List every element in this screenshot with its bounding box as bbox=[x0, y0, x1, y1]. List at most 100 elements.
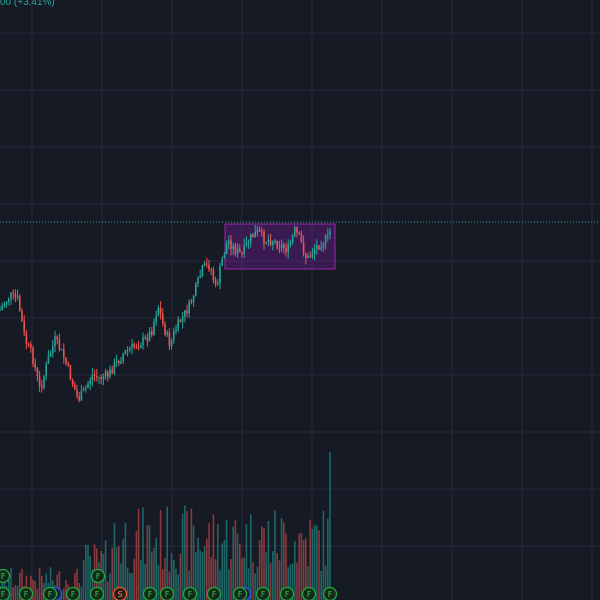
candle-body bbox=[0, 309, 1, 311]
candle-body bbox=[12, 292, 14, 294]
volume-bar bbox=[283, 522, 285, 600]
volume-bar bbox=[258, 540, 261, 600]
event-badges: FFFFDFFFSFFFFDFFFFF bbox=[0, 568, 338, 600]
candle-body bbox=[122, 354, 124, 362]
volume-bar bbox=[188, 570, 190, 600]
volume-bar bbox=[140, 560, 142, 600]
candle-body bbox=[322, 243, 325, 248]
volume-bar bbox=[186, 511, 188, 600]
candle-body bbox=[166, 332, 168, 335]
volume-bar bbox=[234, 519, 237, 600]
candle-body bbox=[82, 388, 85, 391]
volume-bar bbox=[173, 559, 175, 600]
event-badge-earnings-icon[interactable]: F bbox=[0, 586, 11, 600]
volume-bar bbox=[16, 586, 19, 600]
event-badge-earnings-icon[interactable]: F bbox=[279, 586, 295, 600]
candle-body bbox=[21, 310, 23, 322]
event-badge-earnings-icon[interactable]: F bbox=[18, 586, 34, 600]
volume-bar bbox=[243, 557, 245, 600]
event-badge-split-icon[interactable]: S bbox=[112, 586, 128, 600]
volume-bar bbox=[144, 563, 146, 600]
event-badge-earnings-icon[interactable]: F bbox=[255, 586, 271, 600]
candle-body bbox=[239, 248, 241, 252]
candle-body bbox=[111, 369, 113, 374]
volume-bar bbox=[212, 514, 215, 600]
event-badge-earnings-icon[interactable]: F bbox=[65, 586, 81, 600]
candle-body bbox=[236, 248, 239, 254]
event-badge-earnings-icon[interactable]: F bbox=[182, 586, 198, 600]
volume-bar bbox=[168, 571, 171, 600]
candle-body bbox=[63, 349, 65, 358]
volume-bar bbox=[1, 570, 3, 600]
candle-body bbox=[210, 269, 212, 271]
candle-body bbox=[232, 245, 234, 249]
event-badge-earnings-icon[interactable]: F bbox=[42, 586, 58, 600]
volume-bar bbox=[232, 526, 234, 600]
volume-bar bbox=[115, 547, 118, 600]
candle-body bbox=[98, 377, 100, 379]
event-badge-earnings-icon[interactable]: F bbox=[142, 586, 158, 600]
event-badge-earnings-icon[interactable]: F bbox=[301, 586, 317, 600]
event-badge-letter: F bbox=[148, 590, 153, 599]
volume-bar bbox=[195, 552, 197, 600]
candle-body bbox=[93, 374, 96, 376]
event-badge-earnings-icon[interactable]: F bbox=[0, 568, 11, 584]
candle-body bbox=[269, 240, 272, 245]
event-badge-letter: S bbox=[117, 590, 122, 599]
volume-bar bbox=[63, 588, 65, 600]
volume-bar bbox=[252, 562, 254, 600]
volume-bar bbox=[267, 521, 270, 600]
event-badge-letter: F bbox=[48, 590, 53, 599]
candle-body bbox=[87, 383, 89, 388]
candle-body bbox=[8, 298, 10, 302]
candle-body bbox=[135, 346, 138, 348]
candle-body bbox=[104, 371, 107, 377]
candle-body bbox=[16, 296, 19, 298]
candle-body bbox=[195, 283, 197, 296]
volume-bar bbox=[291, 563, 294, 600]
volume-bar bbox=[14, 584, 17, 600]
event-badge-earnings-icon[interactable]: F bbox=[90, 568, 106, 584]
event-badge-earnings-icon[interactable]: F bbox=[206, 586, 222, 600]
candle-body bbox=[49, 353, 52, 357]
candle-body bbox=[142, 337, 144, 346]
candle-body bbox=[186, 310, 188, 314]
candle-body bbox=[197, 277, 199, 284]
volume-bar bbox=[236, 533, 239, 600]
candle-body bbox=[23, 321, 25, 333]
volume-bar bbox=[148, 525, 151, 600]
candle-body bbox=[120, 361, 122, 364]
candle-body bbox=[65, 357, 67, 364]
candle-body bbox=[129, 348, 131, 351]
volume-bar bbox=[206, 538, 208, 600]
volume-bar bbox=[247, 568, 250, 600]
event-badge-letter: F bbox=[1, 572, 6, 581]
event-badge-earnings-icon[interactable]: F bbox=[159, 586, 175, 600]
volume-bar bbox=[3, 572, 6, 600]
volume-bar bbox=[327, 518, 329, 600]
event-badge-earnings-icon[interactable]: F bbox=[322, 586, 338, 600]
candle-body bbox=[327, 234, 329, 236]
volume-bar bbox=[287, 566, 289, 600]
candle-body bbox=[192, 295, 195, 303]
event-badge-earnings-icon[interactable]: F bbox=[89, 586, 105, 600]
volume-bar bbox=[170, 553, 173, 600]
candle-body bbox=[124, 350, 127, 355]
volume-bar bbox=[311, 528, 314, 600]
event-badge-letter: F bbox=[165, 590, 170, 599]
volume-bar bbox=[184, 505, 186, 600]
candle-body bbox=[219, 266, 221, 284]
candle-body bbox=[173, 331, 175, 340]
candle-body bbox=[212, 269, 215, 281]
event-badge-earnings-icon[interactable]: F bbox=[232, 586, 248, 600]
candle-body bbox=[256, 229, 259, 233]
volume-bar bbox=[111, 547, 113, 600]
candle-body bbox=[74, 384, 76, 390]
candle-body bbox=[140, 345, 142, 348]
candle-body bbox=[250, 233, 252, 243]
volume-bar bbox=[166, 506, 168, 600]
volume-bar bbox=[157, 565, 160, 600]
candle-body bbox=[258, 229, 261, 232]
